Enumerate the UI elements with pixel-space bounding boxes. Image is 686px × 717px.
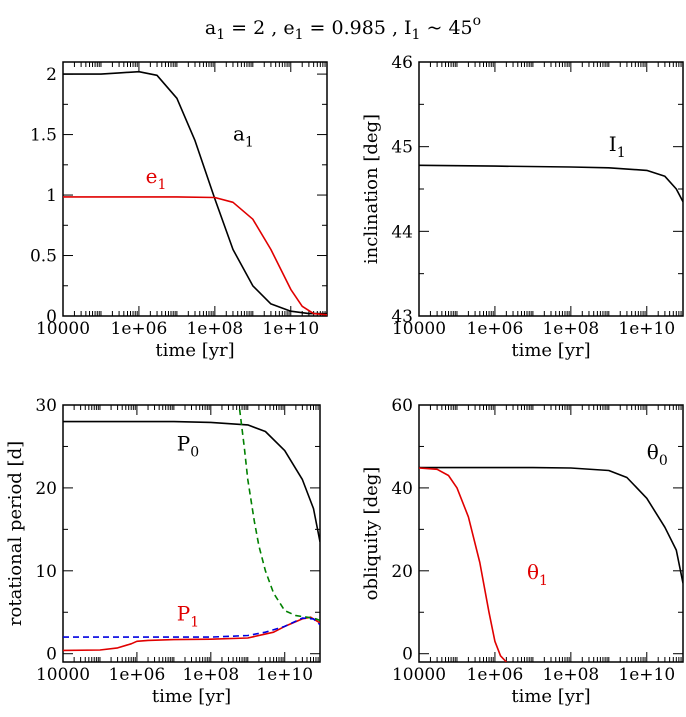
y-tick-label: 10 (35, 562, 57, 582)
series-theta1 (419, 467, 507, 662)
chart-panel-period: 10000 1e+06 1e+08 1e+10 0 10 20 30 time [yr] rota… (5, 396, 321, 707)
x-tick-label: 1e+06 (111, 319, 168, 339)
x-axis-label: time [yr] (155, 340, 234, 361)
annotation-label: θ0 (647, 440, 668, 469)
annotation-label: a1 (233, 122, 254, 151)
x-tick-label: 1e+10 (256, 665, 313, 685)
annotation-label: P0 (177, 432, 199, 461)
y-tick-label: 60 (391, 396, 413, 416)
y-tick-label: 45 (391, 138, 413, 158)
chart-panel-obliquity: 10000 1e+06 1e+08 1e+10 0 20 40 60 time [yr] obli… (361, 396, 684, 707)
y-tick-label: 20 (391, 562, 413, 582)
x-axis-label: time [yr] (152, 686, 231, 707)
x-tick-label: 10000 (36, 319, 90, 339)
x-tick-label: 1e+10 (262, 319, 319, 339)
x-tick-label: 1e+08 (182, 665, 239, 685)
annotation-label: θ1 (527, 560, 548, 589)
x-tick-label: 10000 (392, 665, 446, 685)
x-tick-label: 1e+06 (109, 665, 166, 685)
chart-panel-inclination: 10000 1e+06 1e+08 1e+10 43 44 45 46 time [yr] inc… (361, 53, 684, 361)
series-P0 (63, 420, 320, 542)
y-tick-label: 0 (402, 645, 413, 665)
y-axis-label: inclination [deg] (361, 114, 382, 264)
plot-frame (418, 61, 684, 317)
x-tick-label: 1e+08 (186, 319, 243, 339)
annotation-label: I1 (609, 132, 626, 161)
x-tick-label: 10000 (36, 665, 90, 685)
y-tick-label: 44 (391, 222, 413, 242)
figure-title: a1 = 2 , e1 = 0.985 , I1 ~ 45o (205, 13, 481, 43)
y-tick-label: 2 (46, 65, 57, 85)
y-tick-label: 20 (35, 479, 57, 499)
series-P1 (63, 616, 320, 652)
y-tick-label: 46 (391, 53, 413, 73)
x-tick-label: 1e+08 (542, 665, 599, 685)
annotation-label: e1 (146, 164, 167, 193)
plot-frame (62, 61, 328, 317)
annotation-label: P1 (177, 602, 199, 631)
x-axis-label: time [yr] (511, 340, 590, 361)
chart-panel-a-e: 10000 1e+06 1e+08 1e+10 0 0.5 1 1.5 2 time [yr] a1… (30, 61, 328, 361)
series-e1 (63, 196, 327, 316)
y-tick-label: 43 (391, 307, 413, 327)
series-blue-dashed (63, 617, 320, 638)
x-tick-label: 10000 (392, 319, 446, 339)
x-tick-label: 1e+06 (467, 665, 524, 685)
x-axis-label: time [yr] (511, 686, 590, 707)
series-a1 (63, 70, 327, 315)
y-tick-label: 40 (391, 479, 413, 499)
x-tick-label: 1e+10 (618, 665, 675, 685)
series-I1 (419, 164, 683, 203)
y-tick-label: 0.5 (30, 247, 57, 267)
y-tick-label: 1 (46, 186, 57, 206)
y-tick-label: 1.5 (30, 126, 57, 146)
y-tick-label: 0 (46, 645, 57, 665)
y-axis-label: rotational period [d] (5, 441, 26, 626)
x-tick-label: 1e+10 (618, 319, 675, 339)
x-tick-label: 1e+08 (542, 319, 599, 339)
y-tick-label: 30 (35, 396, 57, 416)
plot-frame (418, 404, 684, 663)
x-tick-label: 1e+06 (467, 319, 524, 339)
series-green-dashed (238, 409, 320, 622)
y-tick-label: 0 (46, 307, 57, 327)
y-axis-label: obliquity [deg] (361, 467, 382, 601)
series-theta0 (419, 466, 683, 584)
